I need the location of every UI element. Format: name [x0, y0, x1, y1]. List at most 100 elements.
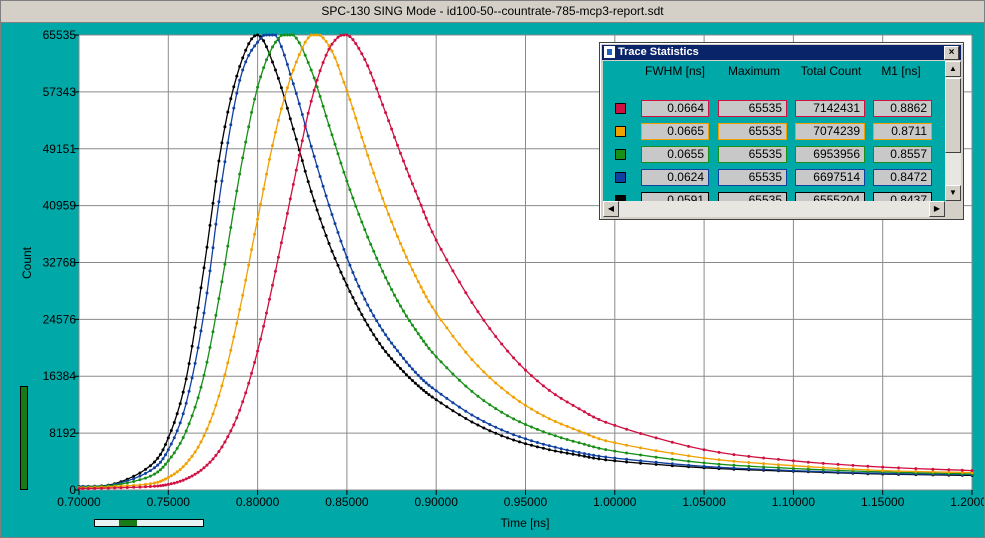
header-maximum: Maximum: [727, 64, 780, 78]
data-point: [357, 307, 361, 311]
data-point: [205, 463, 209, 467]
data-point: [148, 464, 152, 468]
data-point: [345, 255, 349, 259]
data-point: [732, 459, 736, 463]
scroll-right-icon[interactable]: ▶: [929, 201, 945, 217]
data-point: [229, 348, 233, 352]
data-point: [276, 118, 280, 122]
data-point: [211, 246, 215, 250]
data-point: [241, 56, 245, 60]
data-point: [303, 40, 307, 44]
data-point: [259, 75, 263, 79]
data-point: [279, 107, 283, 111]
total-count-value: 7074239: [795, 123, 865, 140]
data-point: [541, 384, 545, 388]
data-point: [161, 465, 165, 469]
data-point: [407, 174, 411, 178]
data-point: [241, 68, 245, 72]
trace-color-swatch[interactable]: [615, 126, 626, 137]
scroll-left-icon[interactable]: ◀: [603, 201, 619, 217]
trace-color-swatch[interactable]: [615, 195, 626, 201]
data-point: [262, 39, 266, 43]
data-point: [399, 353, 402, 357]
data-point: [571, 427, 575, 431]
data-point: [247, 42, 251, 46]
zoom-slider[interactable]: [94, 519, 204, 527]
trace-color-swatch[interactable]: [615, 103, 626, 114]
data-point: [413, 370, 417, 374]
data-point: [419, 386, 423, 390]
data-point: [372, 314, 376, 318]
y-tick-label: 32768: [43, 255, 77, 269]
data-point: [223, 440, 227, 444]
data-point: [324, 39, 328, 43]
vertical-scroll-thumb[interactable]: [945, 78, 961, 153]
data-point: [199, 286, 203, 290]
data-point: [285, 86, 289, 90]
data-point: [321, 225, 325, 229]
data-point: [372, 249, 376, 253]
data-point: [424, 295, 428, 299]
trace-color-swatch[interactable]: [615, 172, 626, 183]
fwhm-value: 0.0665: [641, 123, 709, 140]
data-point: [153, 481, 156, 485]
data-point: [250, 371, 254, 375]
data-point: [268, 33, 271, 37]
data-point: [351, 296, 355, 299]
data-point: [178, 468, 182, 472]
data-point: [806, 465, 810, 469]
data-point: [327, 47, 331, 51]
data-point: [597, 437, 601, 441]
scroll-down-icon[interactable]: ▼: [945, 185, 961, 201]
data-point: [777, 463, 780, 467]
data-point: [639, 446, 643, 450]
vertical-scrollbar[interactable]: ▲ ▼: [945, 61, 961, 201]
data-point: [271, 144, 274, 147]
data-point: [315, 78, 319, 82]
data-point: [357, 212, 361, 216]
trace-color-swatch[interactable]: [615, 149, 626, 160]
data-point: [625, 427, 629, 431]
close-icon[interactable]: ×: [944, 46, 959, 60]
data-point: [132, 474, 136, 478]
data-point: [318, 217, 322, 221]
data-point: [312, 33, 316, 37]
data-point: [208, 420, 212, 424]
data-point: [291, 82, 295, 86]
data-point: [144, 471, 147, 475]
data-point: [172, 451, 176, 455]
zoom-slider-thumb[interactable]: [119, 520, 137, 526]
data-point: [220, 280, 224, 284]
horizontal-scrollbar[interactable]: ◀ ▶: [603, 201, 945, 217]
data-point: [604, 455, 608, 459]
data-point: [306, 111, 310, 115]
data-point: [288, 197, 292, 201]
total-count-value: 6555204: [795, 192, 865, 201]
m1-value: 0.8437: [873, 192, 932, 201]
data-point: [577, 441, 581, 445]
data-point: [208, 269, 212, 273]
data-point: [404, 360, 408, 364]
trace-statistics-titlebar[interactable]: Trace Statistics ×: [602, 45, 961, 60]
trace-statistics-window[interactable]: Trace Statistics × FWHM [ns] Maximum Tot…: [599, 42, 964, 220]
data-point: [285, 33, 289, 37]
scroll-up-icon[interactable]: ▲: [945, 61, 961, 77]
data-point: [791, 467, 795, 470]
data-point: [238, 408, 242, 412]
data-point: [360, 135, 364, 139]
data-point: [205, 245, 209, 249]
data-point: [226, 361, 230, 365]
series-layer: [77, 33, 974, 491]
y-axis-title: Count: [20, 246, 34, 279]
data-point: [512, 417, 516, 421]
m1-value: 0.8711: [873, 123, 932, 140]
data-point: [190, 376, 194, 380]
data-point: [404, 167, 408, 171]
data-point: [288, 33, 292, 37]
data-point: [253, 34, 257, 38]
data-point: [416, 332, 420, 336]
data-point: [181, 436, 185, 440]
data-point: [205, 291, 209, 295]
data-point: [687, 454, 691, 458]
data-point: [717, 465, 721, 469]
